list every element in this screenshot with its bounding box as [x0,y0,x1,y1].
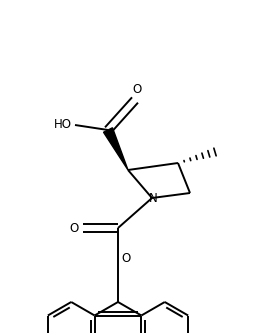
Text: O: O [70,221,79,234]
Text: N: N [149,191,157,204]
Polygon shape [104,128,128,170]
Text: HO: HO [54,119,72,132]
Text: O: O [121,251,130,264]
Text: O: O [132,83,142,96]
